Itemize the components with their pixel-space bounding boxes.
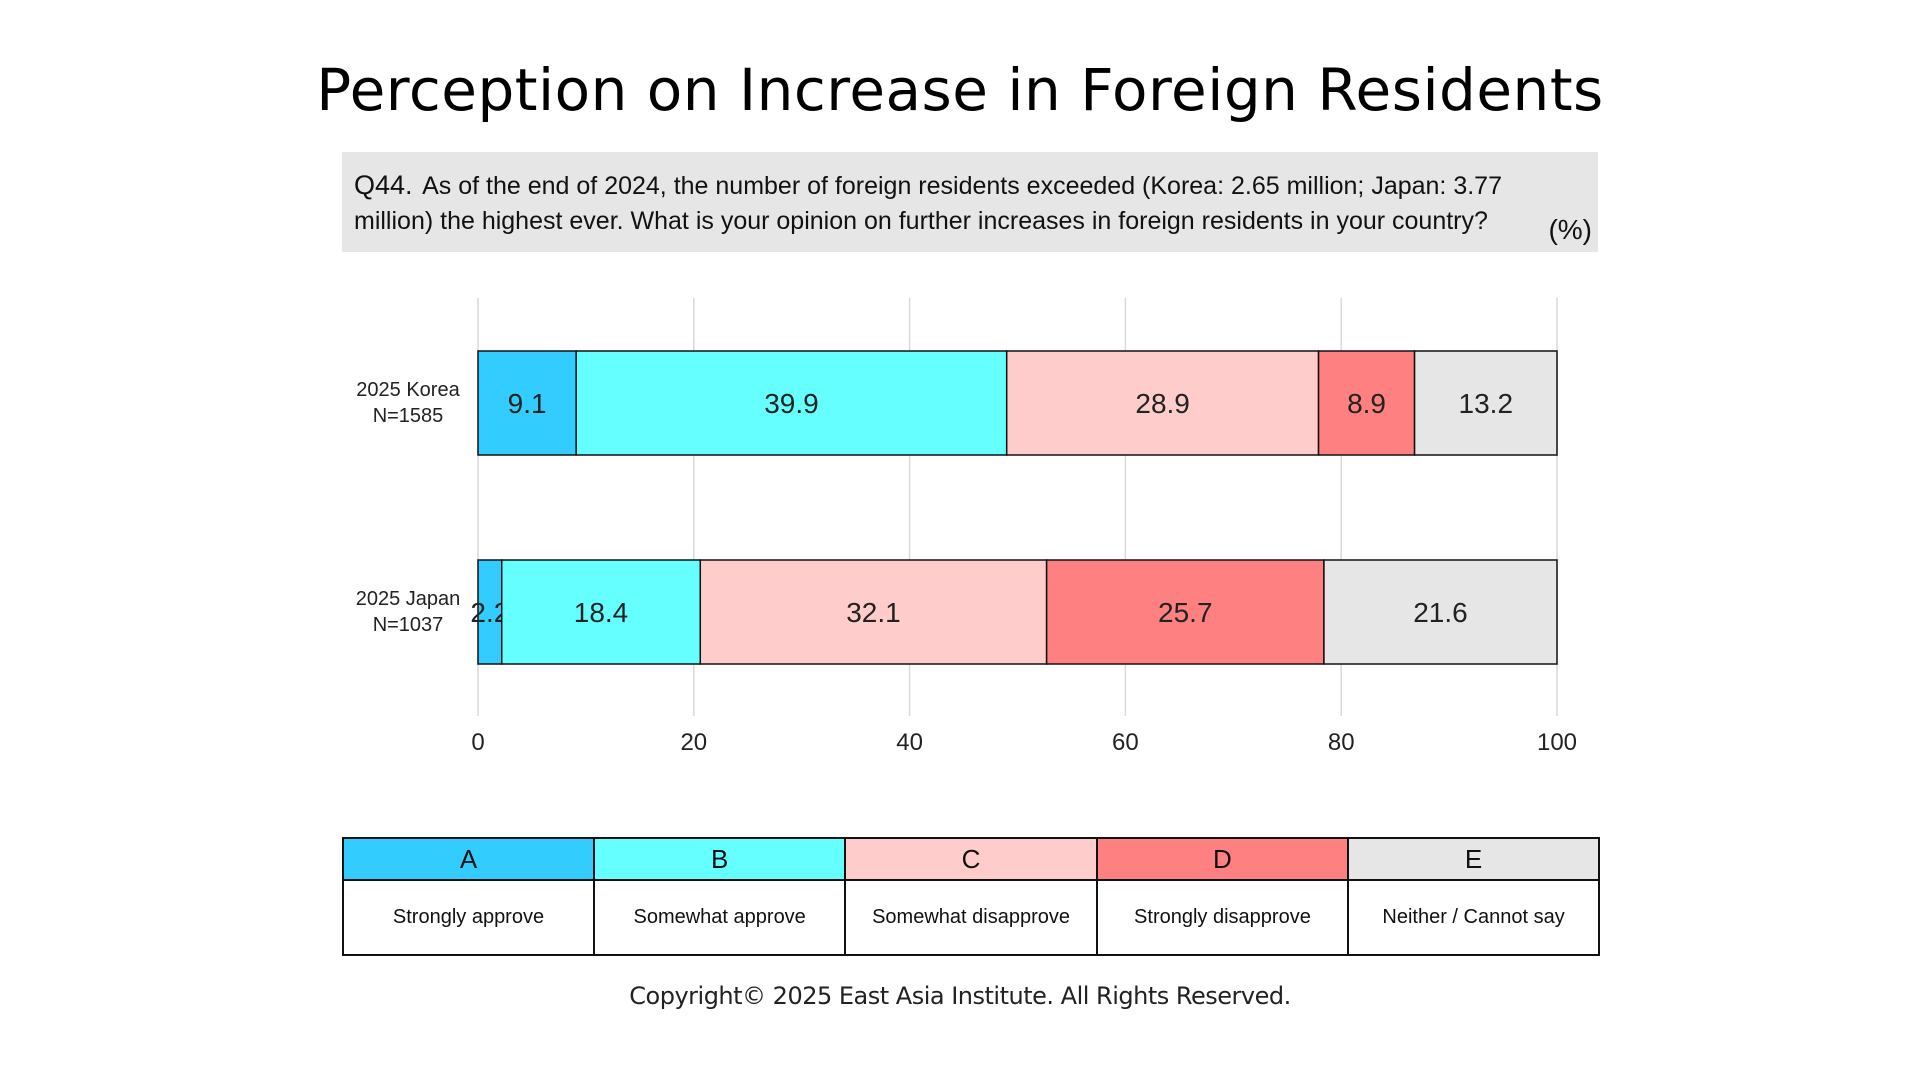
bar-segment	[477, 350, 577, 456]
question-number: Q44.	[354, 170, 413, 200]
x-tick-label: 100	[1537, 729, 1577, 756]
data-label: 21.6	[1413, 597, 1468, 628]
bar-segment	[699, 559, 1048, 665]
question-body: As of the end of 2024, the number of for…	[354, 172, 1502, 235]
data-label: 8.9	[1347, 388, 1386, 419]
question-text: Q44. As of the end of 2024, the number o…	[354, 168, 1514, 239]
data-label: 39.9	[764, 388, 819, 419]
data-label: 32.1	[846, 597, 901, 628]
legend-desc-a: Strongly approve	[342, 879, 595, 956]
row-label: 2025 Korea	[356, 379, 460, 401]
x-tick-label: 80	[1328, 729, 1355, 756]
data-label: 9.1	[508, 388, 547, 419]
legend-desc-e: Neither / Cannot say	[1347, 879, 1600, 956]
row-sample-size: N=1037	[373, 614, 444, 636]
data-label: 28.9	[1135, 388, 1190, 419]
x-tick-label: 20	[680, 729, 707, 756]
legend-desc-c: Somewhat disapprove	[844, 879, 1098, 956]
data-label: 18.4	[574, 597, 629, 628]
data-label: 25.7	[1158, 597, 1213, 628]
legend-code-b: B	[592, 837, 847, 881]
row-label: 2025 Japan	[356, 588, 461, 610]
chart-title: Perception on Increase in Foreign Reside…	[316, 56, 1604, 124]
stacked-bar-chart: 0 20 40 60 80 100 9.1 39.9 28.9 8.9 13.2 2025 Korea…	[356, 298, 1577, 756]
row-sample-size: N=1585	[373, 405, 444, 427]
bar-segment	[1413, 350, 1558, 456]
legend-code-e: E	[1347, 837, 1600, 881]
legend-code-d: D	[1095, 837, 1350, 881]
data-label: 13.2	[1459, 388, 1514, 419]
unit-label: (%)	[1548, 214, 1592, 245]
bar-segment	[500, 559, 702, 665]
copyright-text: Copyright© 2025 East Asia Institute. All…	[629, 982, 1291, 1010]
bar-segment	[1045, 559, 1325, 665]
bar-segment	[1005, 350, 1320, 456]
bar-segment	[1317, 350, 1416, 456]
x-tick-label: 0	[471, 729, 484, 756]
legend-desc-row: Strongly approve Somewhat approve Somewhat…	[342, 879, 1600, 956]
legend-code-c: C	[844, 837, 1098, 881]
x-tick-label: 40	[896, 729, 923, 756]
legend-code-a: A	[342, 837, 595, 881]
question-box: Q44. As of the end of 2024, the number o…	[342, 152, 1598, 252]
x-tick-label: 60	[1112, 729, 1139, 756]
legend-desc-d: Strongly disapprove	[1095, 879, 1350, 956]
bar-segment	[575, 350, 1008, 456]
bar-segment	[1323, 559, 1558, 665]
legend-desc-b: Somewhat approve	[592, 879, 847, 956]
